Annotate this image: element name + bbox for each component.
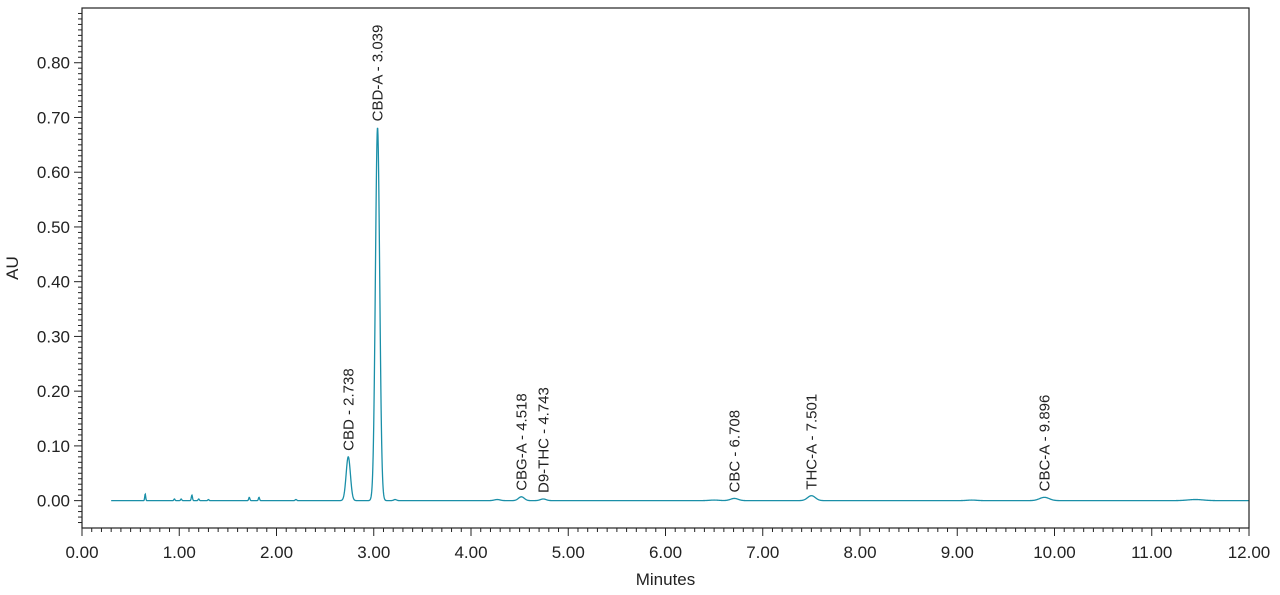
peak-label: CBD - 2.738 (340, 368, 357, 451)
x-axis-title: Minutes (636, 570, 696, 589)
x-tick-label: 7.00 (746, 543, 779, 562)
peak-label: CBD-A - 3.039 (370, 25, 387, 122)
y-axis-ticks: 0.00 0.10 0.20 0.30 0.40 0.50 0.60 0.70 0.80 (37, 54, 82, 511)
x-tick-label: 12.00 (1228, 543, 1271, 562)
peak-label: THC-A - 7.501 (803, 394, 820, 490)
x-axis-ticks: 0.00 1.00 2.00 3.00 4.00 5.00 6.00 7.00 8.00 9.00… (65, 528, 1270, 562)
peak-label: CBC - 6.708 (726, 410, 743, 493)
plot-frame (81, 7, 1250, 529)
x-tick-label: 6.00 (649, 543, 682, 562)
peak-labels: CBD - 2.738 CBD-A - 3.039 CBG-A - 4.518 D9-… (340, 25, 1053, 493)
y-tick-label: 0.30 (37, 327, 70, 346)
x-tick-label: 11.00 (1131, 543, 1172, 562)
x-tick-label: 4.00 (454, 543, 487, 562)
y-tick-label: 0.50 (37, 218, 70, 237)
peak-label: D9-THC - 4.743 (535, 387, 552, 493)
chromatogram-trace (111, 127, 1249, 502)
x-tick-label: 5.00 (552, 543, 585, 562)
x-tick-label: 2.00 (260, 543, 293, 562)
x-tick-label: 3.00 (357, 543, 390, 562)
x-axis-minor-ticks (91, 528, 1240, 532)
y-axis-title: AU (3, 256, 22, 280)
y-axis-minor-ticks (78, 12, 82, 524)
y-tick-label: 0.00 (37, 492, 70, 511)
y-tick-label: 0.40 (37, 273, 70, 292)
peak-label: CBC-A - 9.896 (1036, 395, 1053, 492)
y-tick-label: 0.70 (37, 108, 70, 127)
y-tick-label: 0.10 (37, 437, 70, 456)
y-tick-label: 0.60 (37, 163, 70, 182)
x-tick-label: 9.00 (941, 543, 974, 562)
x-tick-label: 10.00 (1033, 543, 1076, 562)
x-tick-label: 8.00 (843, 543, 876, 562)
y-tick-label: 0.20 (37, 382, 70, 401)
x-tick-label: 1.00 (163, 543, 196, 562)
peak-label: CBG-A - 4.518 (513, 393, 530, 491)
x-tick-label: 0.00 (65, 543, 98, 562)
y-tick-label: 0.80 (37, 54, 70, 73)
